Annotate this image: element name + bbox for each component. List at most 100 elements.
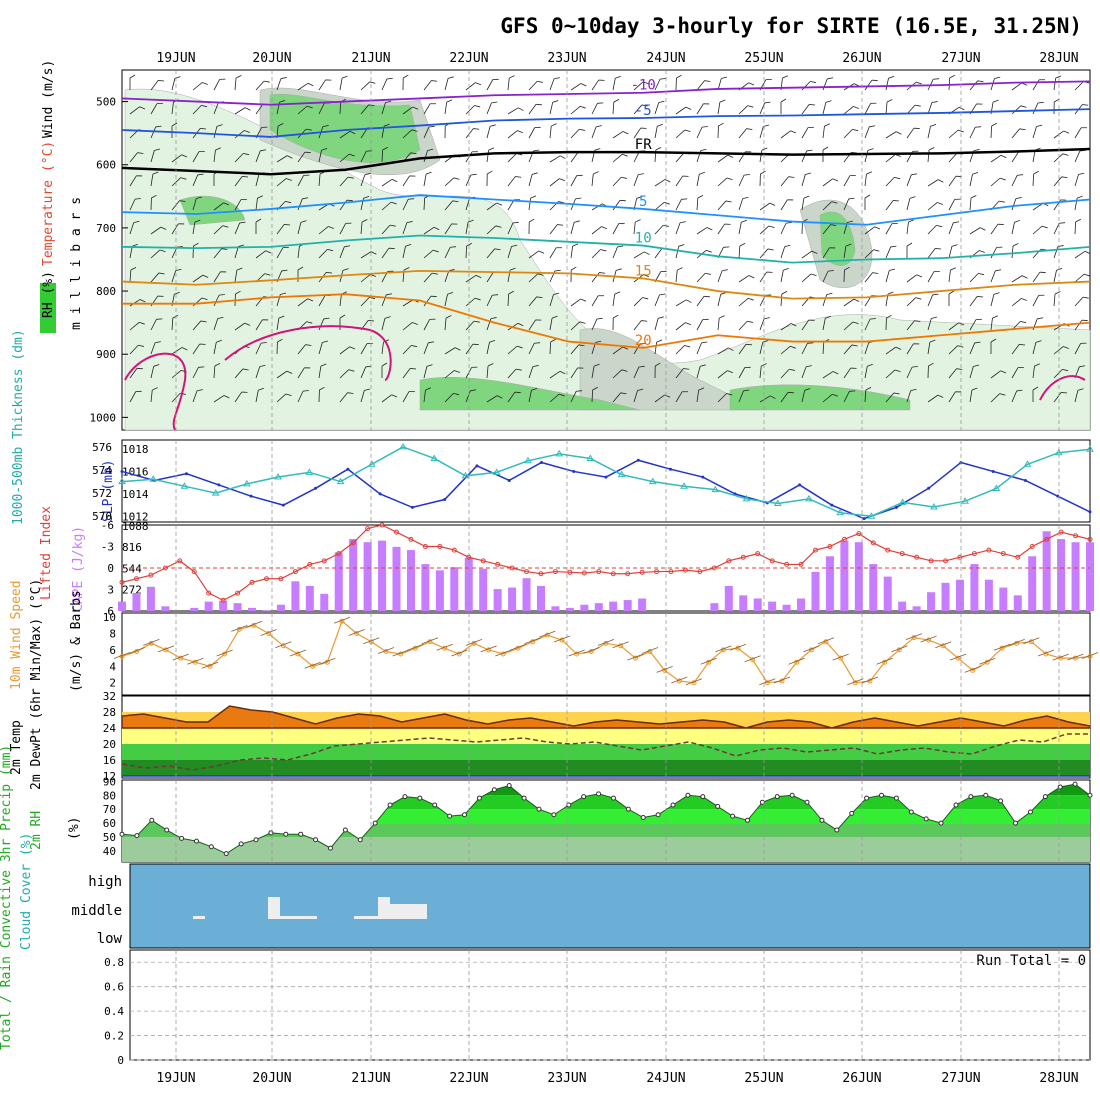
wind-barb (654, 179, 671, 187)
wind-barb (129, 243, 138, 259)
wind-barb (759, 101, 771, 115)
wind-barb (255, 319, 269, 331)
surface-wind-barb (847, 678, 864, 686)
li-point (596, 569, 602, 575)
slp-point (604, 475, 608, 479)
wind-barb (234, 368, 249, 379)
slp-point (249, 494, 253, 498)
wind-barb (381, 178, 398, 187)
wind-barb (360, 104, 375, 115)
wind-barb (465, 219, 474, 235)
cape-bar (392, 546, 401, 611)
wind-barb (234, 152, 250, 163)
cape-bar (435, 570, 444, 611)
wind-barb (276, 247, 289, 259)
date-label-bottom: 21JUN (351, 1071, 390, 1086)
wind-barb (948, 368, 963, 379)
wind-barb (885, 346, 902, 355)
wind-barb (801, 195, 810, 211)
wind-barb (402, 368, 417, 379)
wind-barb (591, 386, 598, 403)
cape-bar (1071, 542, 1080, 611)
surface-wind-barb (597, 638, 615, 646)
wind-barb (444, 246, 457, 259)
wind-barb (423, 295, 437, 307)
rh-point (849, 810, 855, 816)
wind-barb (234, 244, 245, 259)
rh-region (419, 377, 641, 411)
surface-wind-barb (627, 653, 644, 661)
cloud-level-low: low (97, 931, 123, 947)
wind-barb (150, 148, 161, 163)
cape-bar (219, 600, 228, 611)
li-point (422, 544, 428, 549)
rh-point (864, 795, 870, 801)
wind-barb (885, 245, 897, 259)
wind-barb (318, 363, 327, 379)
wind-barb (234, 107, 251, 115)
wind-barb (675, 74, 682, 91)
wind-barb (507, 176, 522, 187)
wind-barb (549, 77, 560, 91)
thickness-point (898, 498, 907, 505)
li-point (784, 561, 790, 567)
wind-barb (423, 171, 432, 187)
wind-barb (171, 154, 188, 163)
wind-barb (990, 338, 997, 354)
wind-tick: 10 (103, 611, 116, 624)
wind-barb (129, 321, 145, 331)
date-label-bottom: 26JUN (842, 1071, 881, 1086)
wind-barb (675, 129, 691, 139)
slp-point (894, 505, 898, 509)
wind-barb (591, 272, 606, 283)
date-label-top: 28JUN (1039, 51, 1078, 66)
li-point (263, 576, 269, 582)
wind-barb (402, 129, 418, 139)
wind-barb (675, 299, 692, 307)
wind-barb (297, 82, 314, 91)
date-label-top: 19JUN (156, 51, 195, 66)
slp-side-label: SLP (mb) (101, 459, 116, 522)
li-point (307, 561, 313, 567)
rh-point (134, 833, 140, 839)
wind-barb (360, 296, 376, 307)
thickness-point (680, 482, 688, 489)
wind-barb (927, 248, 942, 259)
wind-barb (780, 368, 795, 379)
wind-barb (486, 202, 503, 211)
cape-side-label: CAPE (J/kg) (71, 526, 86, 612)
cape-bar (609, 601, 618, 611)
wind-barb (885, 223, 898, 235)
wind-barb (1032, 170, 1039, 187)
surface-wind-barb (407, 643, 424, 651)
wind-barb (1011, 197, 1022, 211)
wind-barb (906, 219, 914, 235)
li-point (235, 590, 241, 596)
wind-barb (129, 220, 140, 235)
rh-point (1013, 820, 1019, 826)
wind-barb (885, 268, 896, 283)
cape-bar (1013, 595, 1022, 611)
surface-wind-barb (876, 657, 893, 665)
date-label-top: 27JUN (941, 51, 980, 66)
wind-barb (549, 100, 559, 115)
wind-barb (1032, 386, 1039, 402)
rh-point (357, 837, 363, 843)
wind-barb (276, 224, 291, 235)
li-point (336, 551, 342, 557)
cape-bar (334, 552, 343, 611)
wind-barb (591, 317, 603, 331)
wind-tick: 6 (109, 644, 116, 657)
cape-bar (782, 604, 791, 611)
li-point (971, 551, 977, 557)
precip-panel: Total / Rain Convective 3hr Precip (mm) … (0, 745, 1091, 1067)
date-label-top: 24JUN (646, 51, 685, 66)
thickness-tick: 572 (92, 487, 112, 500)
wind-barb (780, 130, 797, 139)
wind-barb (633, 388, 644, 403)
cape-bar (811, 571, 820, 611)
wind-barb (171, 268, 182, 283)
rh-tick: 90 (103, 775, 116, 788)
li-point (668, 569, 674, 575)
wind-barb (927, 316, 938, 331)
